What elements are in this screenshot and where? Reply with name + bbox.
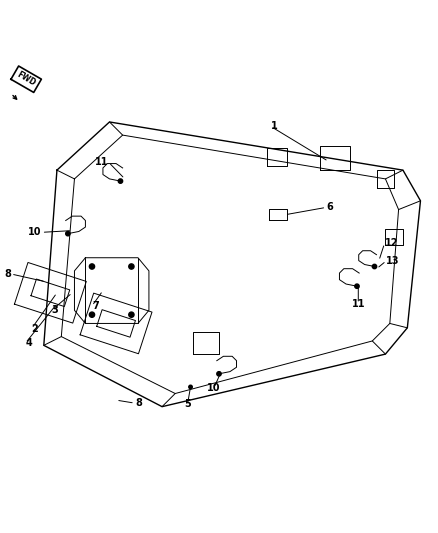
Text: 3: 3 <box>52 305 58 316</box>
Text: 1: 1 <box>271 122 277 131</box>
Circle shape <box>372 264 377 269</box>
Text: 8: 8 <box>135 398 142 408</box>
Text: 4: 4 <box>25 338 32 348</box>
Circle shape <box>89 312 95 317</box>
Circle shape <box>118 179 123 183</box>
Text: 10: 10 <box>207 383 220 393</box>
Circle shape <box>129 312 134 317</box>
Text: 11: 11 <box>352 298 365 309</box>
Text: 12: 12 <box>385 238 398 248</box>
Circle shape <box>189 385 192 389</box>
Text: 10: 10 <box>28 228 42 237</box>
Circle shape <box>89 264 95 269</box>
Text: 11: 11 <box>95 157 109 167</box>
Text: 8: 8 <box>4 269 11 279</box>
Text: FWD: FWD <box>15 70 37 88</box>
Text: 6: 6 <box>326 203 333 212</box>
Text: 13: 13 <box>386 256 400 266</box>
Circle shape <box>129 264 134 269</box>
Circle shape <box>66 231 70 236</box>
Text: 5: 5 <box>184 399 191 409</box>
Circle shape <box>217 372 221 376</box>
Text: 7: 7 <box>92 301 99 311</box>
Text: 2: 2 <box>32 324 38 334</box>
Circle shape <box>355 284 359 288</box>
